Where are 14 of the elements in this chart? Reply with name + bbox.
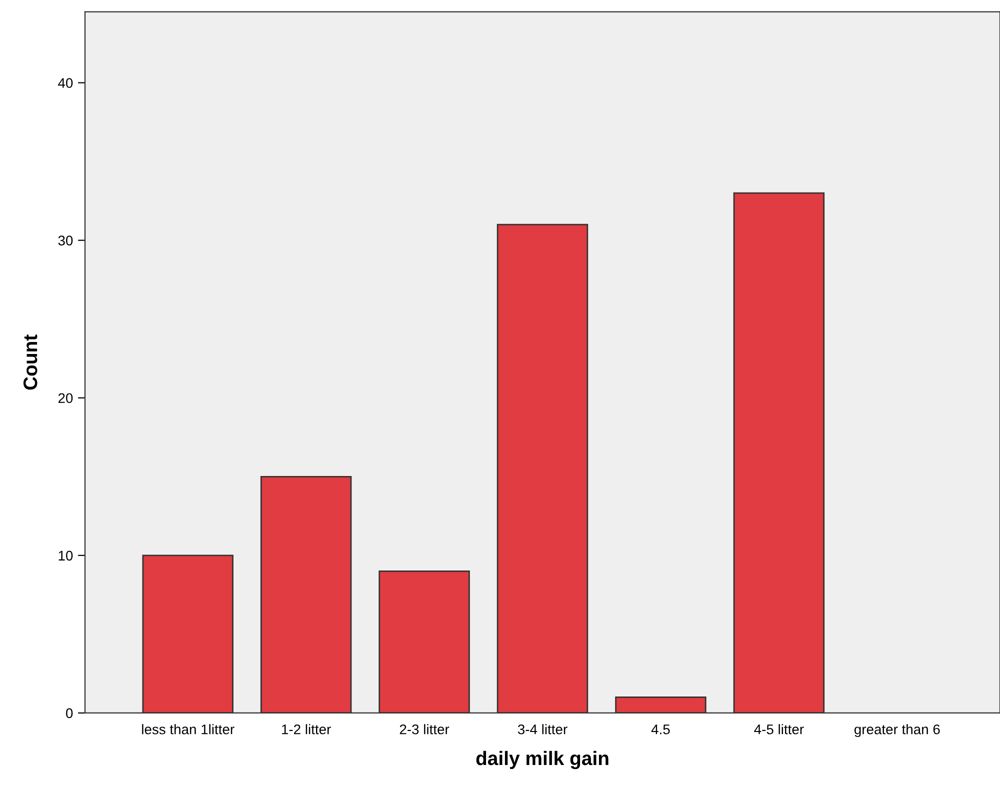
y-tick-label: 40 (58, 78, 73, 88)
y-tick-label: 0 (66, 708, 73, 718)
x-tick-label: 4.5 (651, 724, 670, 734)
y-axis-title: Count (23, 334, 38, 390)
x-tick-label: 1-2 litter (282, 724, 331, 734)
x-tick-label: 4-5 litter (754, 724, 804, 734)
y-tick-label: 10 (58, 550, 73, 561)
x-tick-label: 3-4 litter (518, 724, 568, 734)
x-tick-label: 2-3 litter (400, 724, 450, 734)
y-tick-label: 20 (58, 393, 73, 404)
x-axis-title: daily milk gain (476, 750, 608, 770)
y-tick-label: 30 (58, 236, 73, 246)
x-tick-label: less than 1litter (142, 724, 234, 734)
x-tick-label: greater than 6 (854, 724, 940, 738)
